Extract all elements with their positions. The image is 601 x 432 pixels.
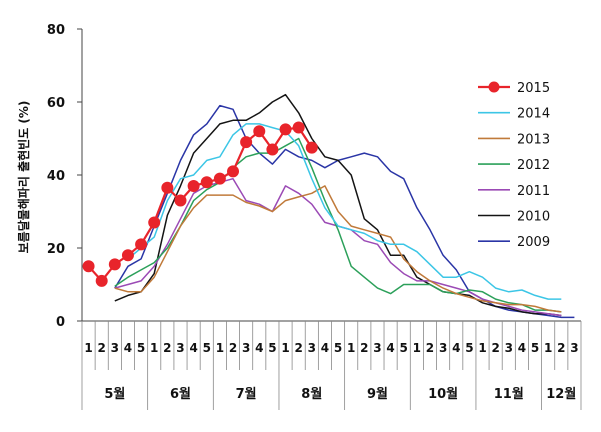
legend-label-2012: 2012	[517, 158, 550, 173]
data-point-2015	[305, 141, 318, 154]
week-tick-label: 5	[465, 341, 473, 355]
month-label: 12월	[546, 386, 576, 402]
week-tick-label: 3	[570, 341, 578, 355]
week-tick-label: 1	[216, 341, 224, 355]
week-tick-label: 5	[334, 341, 342, 355]
week-tick-label: 5	[203, 341, 211, 355]
week-tick-label: 3	[111, 341, 119, 355]
week-tick-label: 5	[137, 341, 145, 355]
week-tick-label: 2	[360, 341, 368, 355]
y-axis-ticks: 0 20 40 60 80	[47, 23, 82, 330]
week-tick-label: 2	[229, 341, 237, 355]
y-tick-label: 60	[47, 96, 65, 111]
week-tick-label: 4	[255, 341, 263, 355]
week-tick-label: 4	[321, 341, 329, 355]
month-label: 7월	[236, 386, 257, 402]
week-tick-label: 2	[557, 341, 565, 355]
month-label: 5월	[104, 386, 125, 402]
data-point-2015	[135, 238, 148, 251]
week-tick-label: 1	[544, 341, 552, 355]
data-point-2015	[253, 125, 266, 138]
week-tick-label: 3	[308, 341, 316, 355]
data-point-2015	[108, 258, 121, 271]
week-tick-label: 2	[491, 341, 499, 355]
month-label: 10월	[428, 386, 458, 402]
legend-label-2009: 2009	[517, 235, 550, 250]
legend-label-2013: 2013	[517, 132, 550, 147]
week-tick-label: 4	[124, 341, 132, 355]
y-tick-label: 0	[56, 315, 65, 330]
data-point-2015	[148, 216, 161, 229]
y-tick-label: 40	[47, 169, 65, 184]
week-tick-label: 1	[281, 341, 289, 355]
legend-label-2010: 2010	[517, 210, 550, 225]
week-tick-label: 1	[84, 341, 92, 355]
legend-label-2011: 2011	[517, 184, 550, 199]
data-point-2015	[200, 176, 213, 189]
week-tick-label: 1	[150, 341, 158, 355]
series-layer	[82, 93, 575, 319]
week-tick-label: 4	[452, 341, 460, 355]
series-line-2014	[127, 123, 562, 300]
week-tick-label: 1	[413, 341, 421, 355]
week-tick-label: 4	[518, 341, 526, 355]
week-tick-label: 4	[386, 341, 394, 355]
week-tick-label: 2	[294, 341, 302, 355]
week-tick-label: 1	[347, 341, 355, 355]
week-tick-label: 3	[176, 341, 184, 355]
data-point-2015	[213, 172, 226, 185]
week-tick-label: 5	[531, 341, 539, 355]
week-tick-label: 3	[373, 341, 381, 355]
series-line-2010	[114, 93, 562, 317]
week-tick-label: 3	[242, 341, 250, 355]
week-tick-label: 2	[163, 341, 171, 355]
week-tick-label: 5	[268, 341, 276, 355]
data-point-2015	[187, 179, 200, 192]
legend: 2015 2014 2013 2012 2011 2010 2009	[478, 81, 550, 250]
week-tick-label: 3	[505, 341, 513, 355]
series-line-2012	[114, 137, 562, 313]
data-point-2015	[266, 143, 279, 156]
data-point-2015	[161, 181, 174, 194]
y-tick-label: 20	[47, 242, 65, 257]
data-point-2015	[279, 123, 292, 136]
month-label: 8월	[301, 386, 322, 402]
month-label: 11월	[494, 386, 524, 402]
y-tick-label: 80	[47, 23, 65, 38]
series-line-2013	[114, 185, 562, 313]
data-point-2015	[292, 121, 305, 134]
data-point-2015	[227, 165, 240, 178]
week-tick-label: 3	[439, 341, 447, 355]
axes	[81, 29, 581, 322]
week-tick-label: 4	[189, 341, 197, 355]
legend-marker-2015	[488, 81, 500, 93]
month-label: 9월	[367, 386, 388, 402]
data-point-2015	[95, 274, 108, 287]
data-point-2015	[174, 194, 187, 207]
week-tick-label: 2	[98, 341, 106, 355]
data-point-2015	[240, 136, 253, 149]
month-label: 6월	[170, 386, 191, 402]
week-tick-label: 1	[478, 341, 486, 355]
y-axis-label: 보름달물해파리 출현빈도 (%)	[16, 101, 31, 254]
data-point-2015	[121, 249, 134, 262]
y-axis-label-group: 보름달물해파리 출현빈도 (%)	[16, 101, 31, 254]
week-tick-label: 2	[426, 341, 434, 355]
week-tick-label: 5	[400, 341, 408, 355]
legend-label-2015: 2015	[517, 81, 550, 96]
data-point-2015	[82, 260, 95, 273]
legend-label-2014: 2014	[517, 107, 550, 122]
